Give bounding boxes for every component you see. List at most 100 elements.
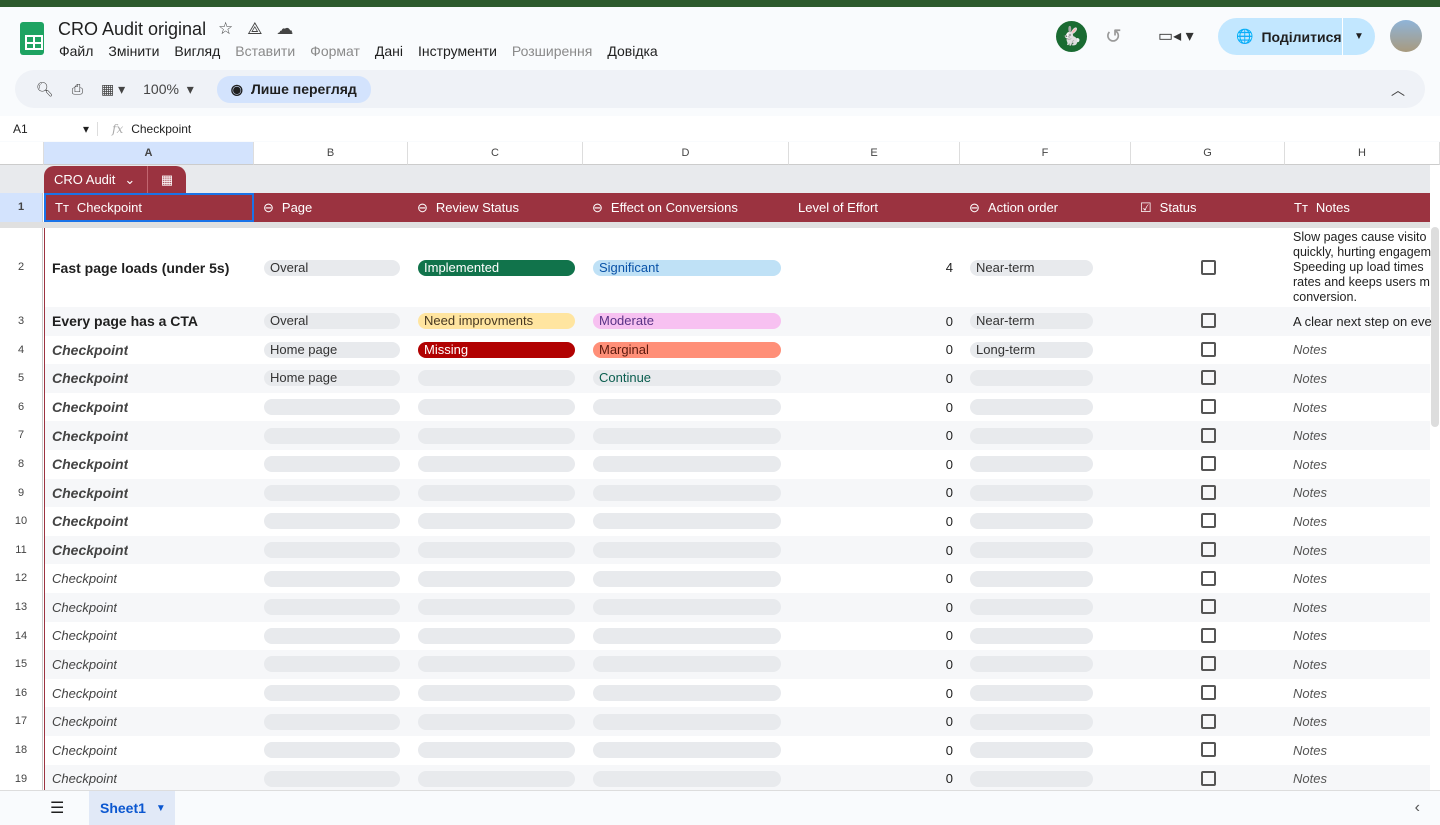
action-cell[interactable]: Long-term	[961, 336, 1132, 365]
review-chip[interactable]: Implemented	[418, 259, 575, 276]
effort-cell[interactable]: 0	[945, 542, 953, 558]
rabbit-avatar-icon[interactable]: 🐇	[1056, 21, 1087, 52]
action-chip[interactable]	[970, 770, 1093, 787]
checkpoint-cell[interactable]: Checkpoint	[52, 771, 118, 787]
review-chip[interactable]	[418, 599, 575, 616]
action-cell[interactable]	[961, 564, 1132, 593]
effect-cell[interactable]	[584, 707, 790, 736]
review-cell[interactable]: Missing	[409, 336, 584, 365]
row-header-15[interactable]: 15	[0, 650, 43, 679]
status-checkbox[interactable]	[1201, 599, 1216, 615]
table-calculator-icon[interactable]: ▦	[160, 171, 174, 187]
action-chip[interactable]	[970, 456, 1093, 473]
action-chip[interactable]: Near-term	[970, 313, 1093, 330]
sheet-tab[interactable]: Sheet1 ▼	[89, 791, 175, 825]
checkpoint-cell[interactable]: Checkpoint	[52, 513, 129, 530]
status-cell[interactable]	[1132, 564, 1286, 593]
user-avatar[interactable]	[1390, 20, 1422, 52]
notes-cell[interactable]: Notes	[1286, 393, 1432, 422]
page-chip[interactable]	[264, 427, 400, 444]
status-checkbox[interactable]	[1201, 656, 1216, 672]
status-cell[interactable]	[1132, 228, 1286, 307]
menu-item[interactable]: Вставити	[235, 43, 296, 59]
document-title[interactable]: CRO Audit original	[58, 19, 207, 39]
table-name-tab[interactable]: CRO Audit ⌄ ▦	[44, 166, 186, 193]
action-chip[interactable]: Long-term	[970, 341, 1093, 358]
review-cell[interactable]: Implemented	[409, 228, 584, 307]
status-cell[interactable]	[1132, 622, 1286, 651]
effect-cell[interactable]: Moderate	[584, 307, 790, 336]
action-chip[interactable]	[970, 427, 1093, 444]
action-cell[interactable]	[961, 679, 1132, 708]
effect-cell[interactable]: Significant	[584, 228, 790, 307]
effect-cell[interactable]: Marginal	[584, 336, 790, 365]
row-header-2[interactable]: 2	[0, 228, 43, 307]
status-cell[interactable]	[1132, 479, 1286, 508]
action-chip[interactable]	[970, 685, 1093, 702]
page-chip[interactable]: Overal	[264, 259, 400, 276]
notes-cell[interactable]: Notes	[1286, 650, 1432, 679]
action-chip[interactable]	[970, 599, 1093, 616]
effect-chip[interactable]	[593, 685, 781, 702]
checkpoint-cell[interactable]: Checkpoint	[52, 427, 129, 444]
action-chip[interactable]: Near-term	[970, 259, 1093, 276]
review-chip[interactable]	[418, 484, 575, 501]
page-cell[interactable]	[255, 679, 409, 708]
action-chip[interactable]	[970, 656, 1093, 673]
share-button[interactable]: 🌐 Поділитися ▼	[1218, 18, 1375, 55]
effort-cell[interactable]: 0	[945, 428, 953, 444]
review-cell[interactable]	[409, 421, 584, 450]
review-cell[interactable]	[409, 393, 584, 422]
effect-cell[interactable]	[584, 564, 790, 593]
effort-cell[interactable]: 0	[945, 685, 953, 701]
effect-cell[interactable]	[584, 622, 790, 651]
effect-chip[interactable]	[593, 542, 781, 559]
review-chip[interactable]	[418, 513, 575, 530]
row-header-16[interactable]: 16	[0, 678, 43, 708]
effect-cell[interactable]	[584, 736, 790, 765]
notes-cell[interactable]: Notes	[1286, 536, 1432, 565]
review-chip[interactable]	[418, 713, 575, 730]
row-header-8[interactable]: 8	[0, 450, 43, 479]
review-chip[interactable]	[418, 627, 575, 644]
effect-cell[interactable]	[584, 507, 790, 536]
effect-cell[interactable]	[584, 450, 790, 479]
notes-cell[interactable]: Notes	[1286, 564, 1432, 593]
column-header-H[interactable]: H	[1285, 142, 1440, 165]
page-cell[interactable]	[255, 536, 409, 565]
review-chip[interactable]: Need improvments	[418, 313, 575, 330]
page-cell[interactable]	[255, 479, 409, 508]
status-checkbox[interactable]	[1201, 399, 1216, 415]
page-chip[interactable]	[264, 484, 400, 501]
menu-item[interactable]: Довідка	[607, 43, 658, 59]
effect-chip[interactable]: Significant	[593, 259, 781, 276]
menu-item[interactable]: Змінити	[108, 43, 160, 59]
review-cell[interactable]: Need improvments	[409, 307, 584, 336]
notes-cell[interactable]: Notes	[1286, 507, 1432, 536]
notes-cell[interactable]: Notes	[1286, 736, 1432, 765]
action-chip[interactable]	[970, 513, 1093, 530]
status-checkbox[interactable]	[1201, 627, 1216, 643]
status-checkbox[interactable]	[1201, 685, 1216, 701]
column-header-notes[interactable]: Tт Notes	[1285, 193, 1440, 222]
status-cell[interactable]	[1132, 507, 1286, 536]
action-cell[interactable]	[961, 507, 1132, 536]
row-header-14[interactable]: 14	[0, 621, 43, 651]
notes-cell[interactable]: Notes	[1286, 707, 1432, 736]
action-chip[interactable]	[970, 399, 1093, 416]
checkpoint-cell[interactable]: Checkpoint	[52, 399, 129, 416]
effect-chip[interactable]: Moderate	[593, 313, 781, 330]
status-checkbox[interactable]	[1201, 313, 1216, 329]
effect-chip[interactable]	[593, 570, 781, 587]
status-cell[interactable]	[1132, 393, 1286, 422]
page-chip[interactable]: Home page	[264, 341, 400, 358]
checkpoint-cell[interactable]: Checkpoint	[52, 370, 129, 387]
status-cell[interactable]	[1132, 421, 1286, 450]
all-sheets-menu-icon[interactable]: ☰	[50, 800, 65, 817]
collapse-toolbar-icon[interactable]: ︿	[1391, 82, 1405, 98]
page-chip[interactable]	[264, 656, 400, 673]
effect-cell[interactable]	[584, 421, 790, 450]
column-header-page[interactable]: ⊖ Page	[254, 193, 408, 222]
review-chip[interactable]	[418, 770, 575, 787]
effect-cell[interactable]	[584, 765, 790, 790]
